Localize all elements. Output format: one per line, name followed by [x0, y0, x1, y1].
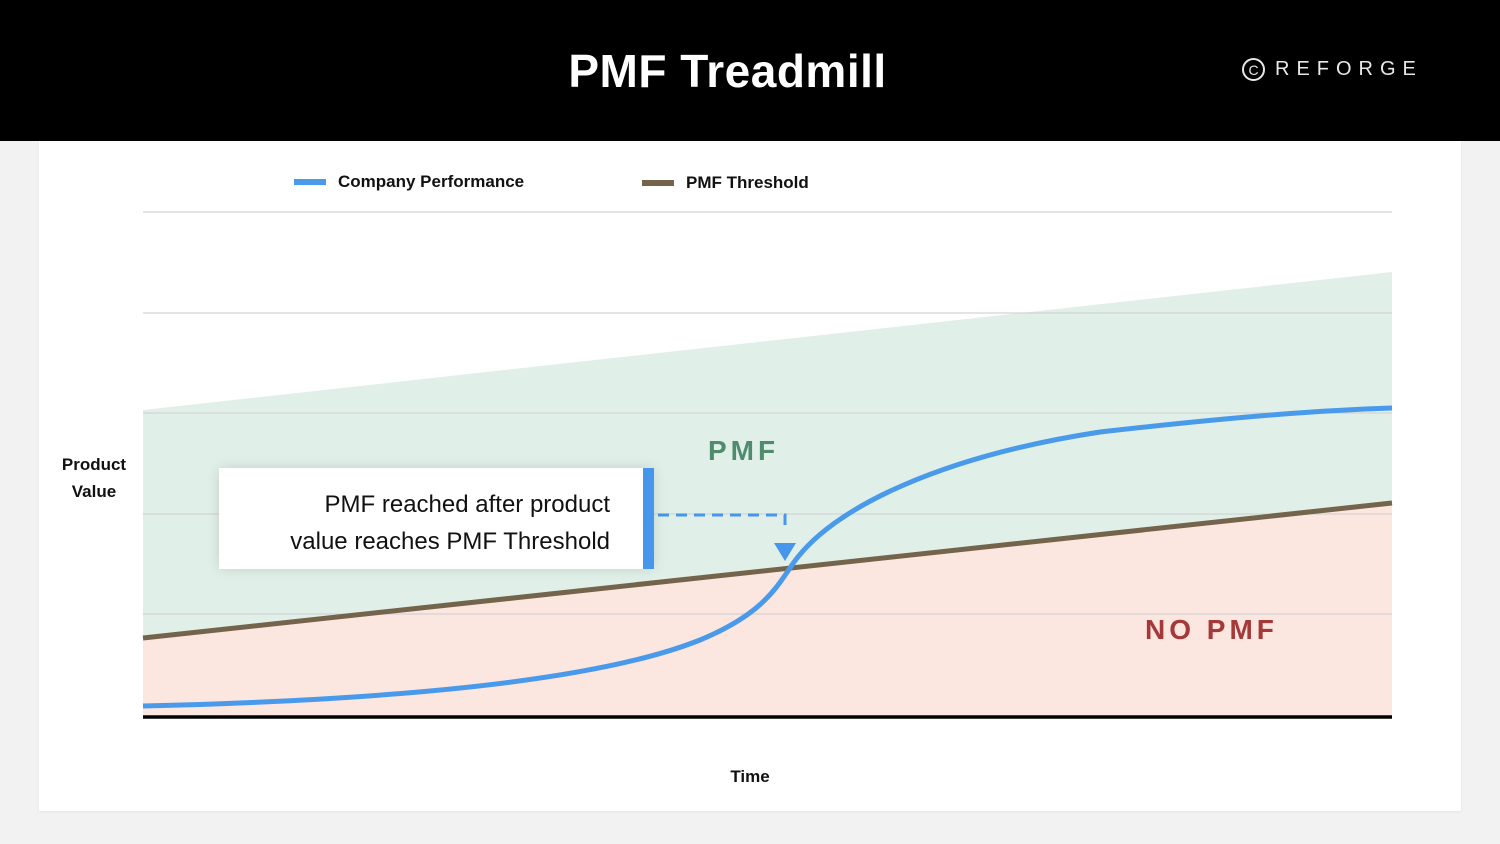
pmf-region-label: PMF — [708, 435, 780, 466]
callout-line1: PMF reached after product — [324, 491, 610, 518]
copyright-icon: C — [1242, 58, 1265, 81]
legend-company-performance: Company Performance — [294, 172, 524, 192]
brand-logo: C REFORGE — [1242, 58, 1423, 81]
callout-line2: value reaches PMF Threshold — [290, 528, 610, 555]
x-axis-label: Time — [730, 767, 770, 786]
page-title: PMF Treadmill — [568, 45, 887, 97]
callout-connector — [658, 513, 787, 532]
legend-label: Company Performance — [338, 172, 525, 191]
annotation-callout: PMF reached after product value reaches … — [219, 468, 654, 569]
header-bar: PMF Treadmill C REFORGE — [0, 0, 1500, 141]
y-axis-label-line2: Value — [71, 482, 117, 501]
y-axis-label-line1: Product — [61, 455, 127, 474]
company-performance-line — [142, 405, 1393, 709]
legend-label: PMF Threshold — [686, 173, 809, 192]
arrow-down-icon — [774, 543, 796, 561]
brand-name: REFORGE — [1275, 58, 1423, 80]
legend-pmf-threshold: PMF Threshold — [642, 173, 809, 193]
legend-swatch-blue — [294, 179, 326, 185]
y-axis-label: Product Value — [58, 451, 130, 505]
no-pmf-region — [143, 503, 1392, 717]
pmf-threshold-line — [142, 500, 1393, 641]
no-pmf-region-label: NO PMF — [1145, 614, 1278, 645]
legend-swatch-brown — [642, 180, 674, 186]
